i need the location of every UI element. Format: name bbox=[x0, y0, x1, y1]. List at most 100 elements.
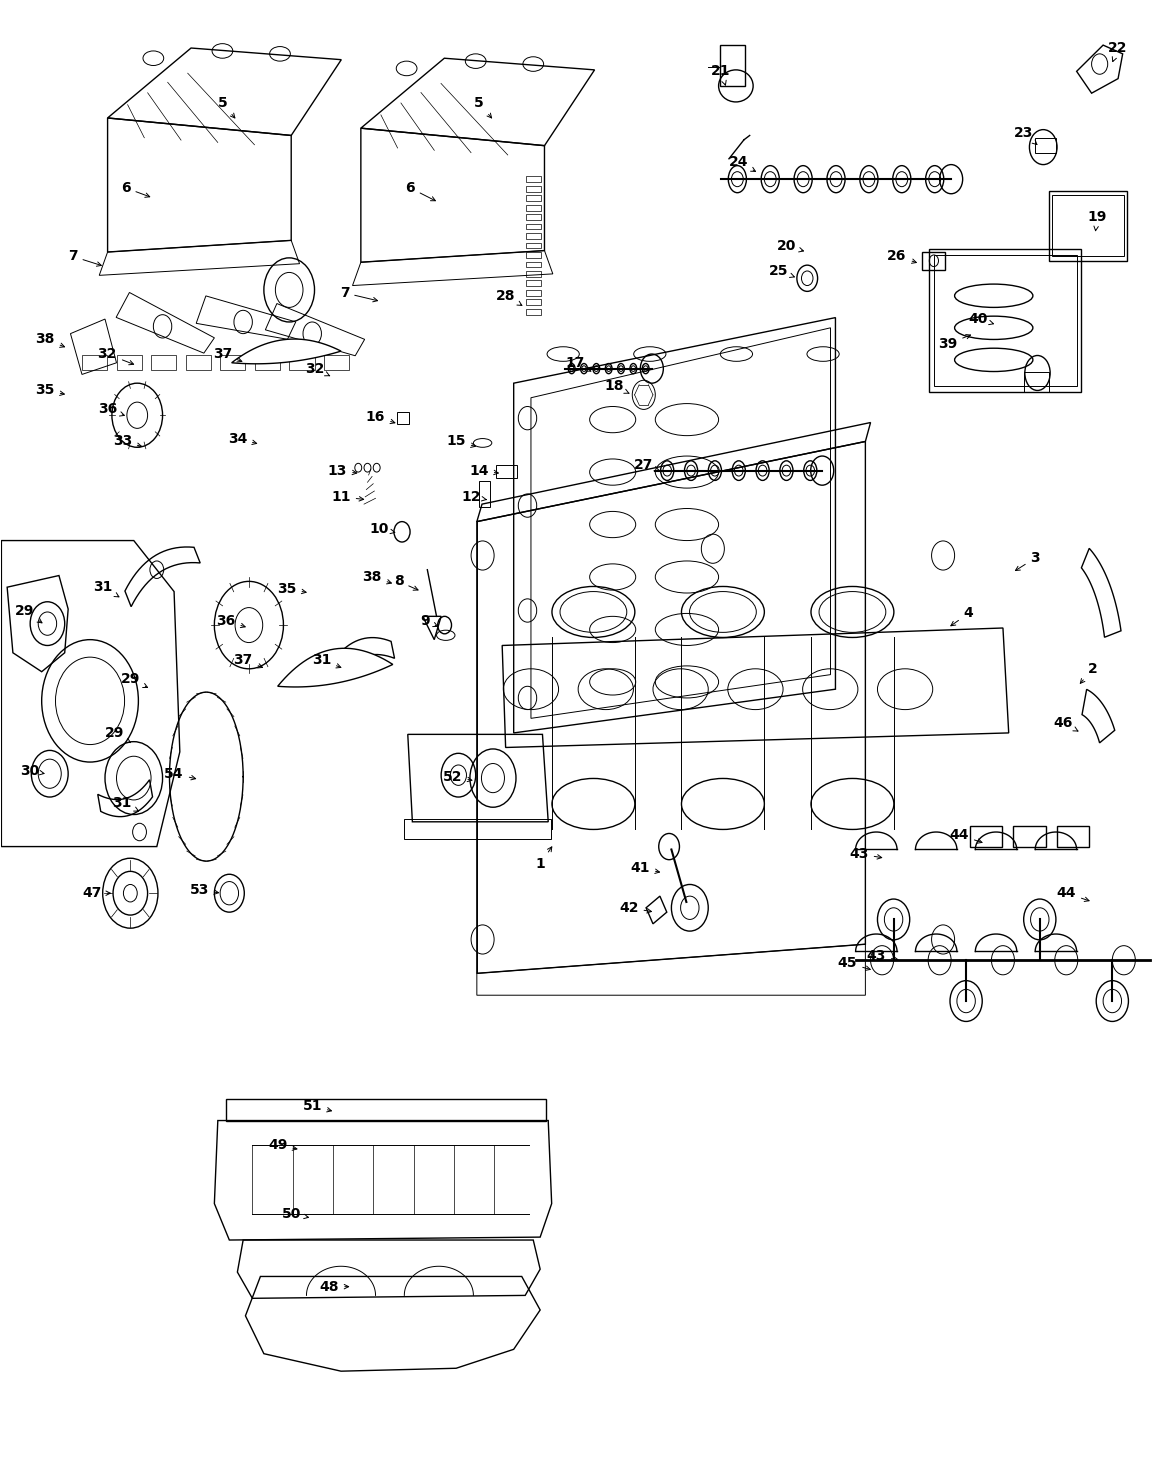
Text: 27: 27 bbox=[634, 458, 659, 472]
Text: 3: 3 bbox=[1016, 550, 1040, 571]
Text: 7: 7 bbox=[339, 286, 377, 302]
Text: 41: 41 bbox=[630, 861, 660, 876]
Bar bbox=[496, 464, 517, 477]
Text: 36: 36 bbox=[98, 403, 125, 416]
Bar bbox=[526, 234, 541, 239]
Bar bbox=[82, 355, 107, 369]
Text: 4: 4 bbox=[951, 606, 973, 626]
Text: 24: 24 bbox=[728, 155, 756, 171]
Text: 39: 39 bbox=[938, 334, 971, 350]
Bar bbox=[186, 355, 211, 369]
Text: 17: 17 bbox=[565, 356, 591, 371]
Bar bbox=[526, 299, 541, 305]
Text: 33: 33 bbox=[113, 435, 142, 448]
Bar bbox=[526, 253, 541, 258]
Text: 6: 6 bbox=[121, 181, 150, 197]
Text: 54: 54 bbox=[164, 766, 196, 781]
Text: 40: 40 bbox=[968, 312, 994, 326]
Bar bbox=[929, 250, 1081, 391]
Bar bbox=[969, 826, 1002, 847]
Text: 46: 46 bbox=[1054, 715, 1078, 731]
Text: 37: 37 bbox=[212, 347, 242, 362]
Text: 43: 43 bbox=[849, 847, 882, 861]
Bar bbox=[1052, 196, 1124, 257]
Text: 38: 38 bbox=[362, 569, 391, 584]
Text: 13: 13 bbox=[328, 464, 357, 477]
Text: 20: 20 bbox=[777, 239, 803, 253]
Bar bbox=[526, 291, 541, 296]
Bar bbox=[526, 280, 541, 286]
Text: 36: 36 bbox=[216, 613, 245, 628]
Text: 48: 48 bbox=[320, 1279, 349, 1294]
Text: 7: 7 bbox=[68, 250, 102, 266]
Text: 32: 32 bbox=[98, 347, 134, 365]
Text: 29: 29 bbox=[105, 726, 130, 743]
Text: 35: 35 bbox=[277, 581, 306, 596]
Text: 35: 35 bbox=[36, 384, 65, 397]
Text: 38: 38 bbox=[36, 333, 65, 347]
Bar bbox=[397, 412, 409, 423]
Text: 11: 11 bbox=[331, 491, 364, 504]
Text: 18: 18 bbox=[604, 380, 629, 393]
Text: 16: 16 bbox=[366, 410, 395, 423]
Bar bbox=[1049, 191, 1127, 261]
Bar bbox=[526, 204, 541, 210]
Text: 49: 49 bbox=[268, 1139, 297, 1152]
Text: 10: 10 bbox=[369, 521, 395, 536]
Text: 37: 37 bbox=[233, 653, 263, 667]
Bar bbox=[290, 355, 315, 369]
Text: 25: 25 bbox=[769, 264, 794, 277]
Text: 5: 5 bbox=[474, 96, 492, 118]
Text: 31: 31 bbox=[113, 796, 138, 812]
Bar bbox=[922, 253, 945, 270]
Text: 42: 42 bbox=[619, 901, 652, 915]
Text: 44: 44 bbox=[950, 828, 982, 844]
Text: 29: 29 bbox=[15, 603, 42, 623]
Text: 8: 8 bbox=[394, 574, 418, 590]
Polygon shape bbox=[278, 648, 392, 688]
Text: 5: 5 bbox=[218, 96, 235, 118]
Bar bbox=[151, 355, 177, 369]
Bar bbox=[1057, 826, 1089, 847]
Bar bbox=[220, 355, 246, 369]
Text: 28: 28 bbox=[496, 289, 522, 305]
Text: 23: 23 bbox=[1014, 126, 1037, 145]
Text: 51: 51 bbox=[302, 1099, 331, 1113]
Bar bbox=[526, 310, 541, 315]
Bar bbox=[1024, 371, 1049, 391]
Text: 14: 14 bbox=[470, 464, 499, 477]
Bar bbox=[526, 272, 541, 277]
Text: 47: 47 bbox=[83, 886, 111, 901]
Text: 34: 34 bbox=[227, 432, 256, 445]
Bar bbox=[324, 355, 349, 369]
Bar bbox=[526, 242, 541, 248]
Text: 50: 50 bbox=[282, 1207, 308, 1221]
Bar bbox=[720, 45, 745, 86]
Text: 43: 43 bbox=[867, 949, 898, 962]
Bar bbox=[1035, 139, 1056, 153]
Bar bbox=[526, 261, 541, 267]
Bar bbox=[526, 215, 541, 220]
Bar bbox=[526, 177, 541, 182]
Text: 31: 31 bbox=[312, 653, 340, 667]
Bar bbox=[1013, 826, 1046, 847]
Text: 19: 19 bbox=[1088, 210, 1107, 231]
Text: 53: 53 bbox=[189, 883, 218, 898]
Bar bbox=[479, 480, 489, 507]
Text: 30: 30 bbox=[21, 764, 44, 778]
Text: 52: 52 bbox=[443, 769, 472, 784]
Text: 12: 12 bbox=[462, 491, 487, 504]
Bar bbox=[255, 355, 280, 369]
Bar bbox=[226, 1099, 546, 1120]
Text: 29: 29 bbox=[121, 672, 148, 688]
Bar bbox=[117, 355, 142, 369]
Text: 2: 2 bbox=[1080, 661, 1097, 683]
Text: 9: 9 bbox=[420, 613, 437, 628]
Text: 22: 22 bbox=[1108, 41, 1127, 61]
Text: 6: 6 bbox=[405, 181, 435, 200]
Text: 1: 1 bbox=[535, 847, 552, 872]
Text: 44: 44 bbox=[1057, 886, 1089, 901]
Text: 31: 31 bbox=[93, 580, 119, 597]
Text: 15: 15 bbox=[447, 435, 475, 448]
Polygon shape bbox=[232, 339, 340, 364]
